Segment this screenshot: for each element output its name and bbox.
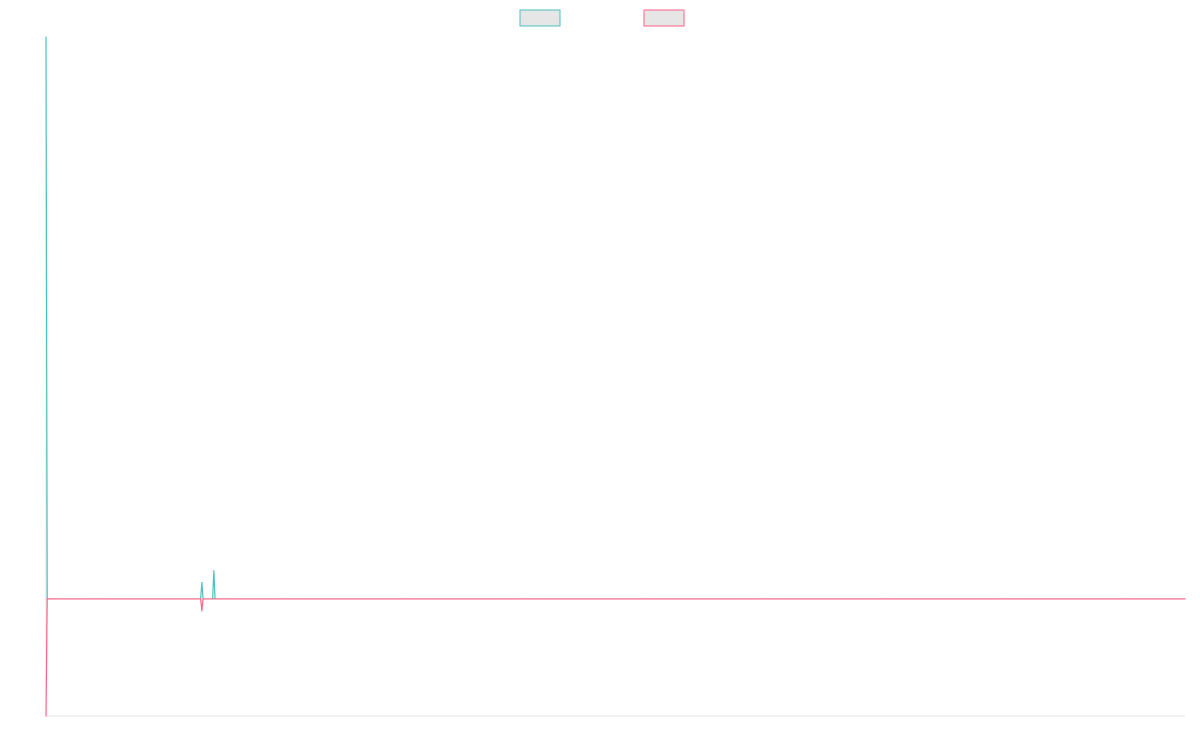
series-2-point — [764, 598, 766, 600]
series-2-point — [219, 598, 221, 600]
series-2-point — [47, 598, 50, 600]
series-2-point — [201, 610, 203, 612]
series-2-point — [405, 598, 407, 600]
series-2-point — [210, 598, 213, 600]
series-1-point — [201, 581, 203, 584]
series-2-point — [50, 598, 52, 600]
series-1-point — [213, 570, 215, 572]
series-2-point — [93, 598, 95, 600]
series-2-point — [884, 598, 886, 600]
series-2-point — [200, 598, 202, 600]
legend-item-2[interactable] — [643, 9, 685, 27]
series-layer — [45, 36, 1186, 717]
legend-swatch-1[interactable] — [519, 9, 561, 27]
legend-swatch-2[interactable] — [643, 9, 685, 27]
series-2-point — [46, 598, 48, 600]
series-2-point — [644, 598, 647, 600]
series-1 — [45, 36, 1186, 600]
series-2-point — [198, 598, 201, 600]
series-2-point — [215, 598, 217, 600]
series-2-point — [524, 598, 527, 600]
legend[interactable] — [519, 9, 685, 27]
series-1-line — [45, 36, 1185, 600]
series-2-point — [45, 715, 47, 717]
series-2-point — [57, 598, 59, 600]
series-2 — [45, 598, 1186, 717]
series-2-point — [49, 598, 51, 600]
series-2-point — [225, 598, 227, 600]
series-2-point — [51, 598, 53, 600]
axes — [45, 37, 1185, 717]
series-2-point — [285, 598, 287, 600]
legend-item-1[interactable] — [519, 9, 561, 27]
series-2-point — [214, 598, 216, 600]
series-1-point — [45, 36, 47, 38]
series-2-point — [213, 598, 215, 600]
series-2-point — [52, 598, 54, 600]
series-2-point — [1124, 598, 1126, 600]
series-2-point — [202, 598, 204, 600]
series-2-point — [95, 598, 97, 600]
series-2-point — [1004, 598, 1006, 600]
series-2-point — [54, 598, 57, 600]
series-2-point — [1184, 598, 1186, 600]
series-2-point — [212, 598, 214, 600]
series-2-line — [45, 598, 1185, 717]
